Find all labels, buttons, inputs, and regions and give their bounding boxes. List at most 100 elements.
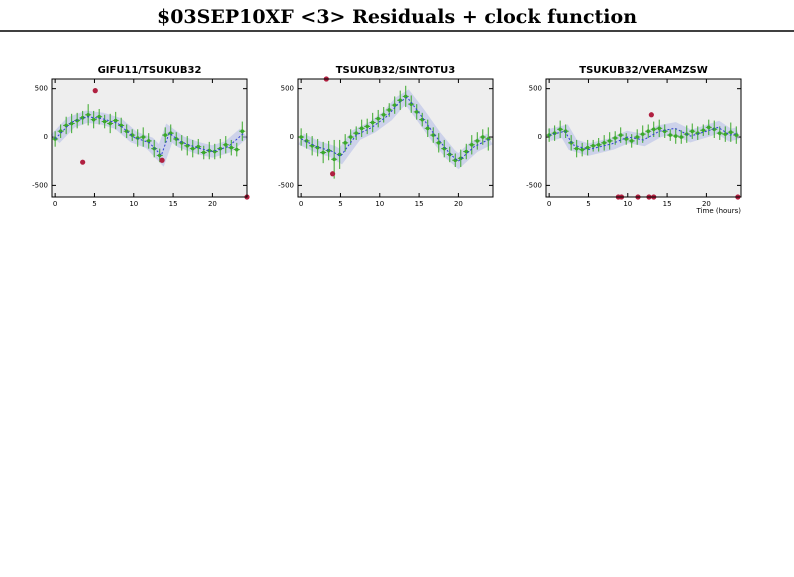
residual-point xyxy=(624,137,629,141)
residual-point xyxy=(86,112,90,117)
residual-point xyxy=(174,137,179,141)
x-tick-label: 20 xyxy=(702,200,711,208)
residual-point xyxy=(163,133,168,137)
residual-point xyxy=(348,135,353,139)
residual-point xyxy=(607,139,612,143)
residual-point xyxy=(591,143,595,148)
residual-point xyxy=(370,120,375,125)
residual-point xyxy=(414,110,419,114)
residual-point xyxy=(168,131,173,135)
outlier-point xyxy=(92,88,98,94)
residual-point xyxy=(240,129,245,134)
residual-point xyxy=(97,114,101,119)
y-tick-label: -500 xyxy=(526,181,542,189)
residual-point xyxy=(679,135,684,139)
x-tick-label: 10 xyxy=(129,200,138,208)
residual-point xyxy=(365,124,369,129)
residual-point xyxy=(613,136,617,140)
residual-point xyxy=(558,127,562,132)
x-tick-label: 10 xyxy=(623,200,632,208)
outlier-point xyxy=(648,112,654,118)
x-tick-label: 15 xyxy=(663,200,672,208)
residual-point xyxy=(130,133,135,137)
residual-point xyxy=(108,121,112,126)
residual-point xyxy=(113,118,118,123)
residual-point xyxy=(574,146,579,151)
x-tick-label: 20 xyxy=(454,200,463,208)
residual-point xyxy=(469,142,474,147)
residual-point xyxy=(651,127,656,132)
residual-point xyxy=(223,142,228,147)
residual-point xyxy=(475,139,480,143)
panel-title: TSUKUB32/SINTOTU3 xyxy=(336,65,456,76)
plot-frame xyxy=(545,78,742,198)
residual-point xyxy=(480,135,485,139)
figure-title: $03SEP10XF <3> Residuals + clock functio… xyxy=(157,6,637,28)
x-tick-label: 5 xyxy=(92,200,96,208)
residual-point xyxy=(304,139,309,143)
residual-point xyxy=(447,152,452,157)
residual-point xyxy=(585,145,590,150)
x-tick-label: 0 xyxy=(547,200,551,208)
y-tick-label: 0 xyxy=(44,133,48,141)
residual-point xyxy=(431,133,436,137)
x-tick-label: 15 xyxy=(169,200,178,208)
plot-frame xyxy=(51,78,248,198)
residual-point xyxy=(596,142,601,147)
residual-point xyxy=(102,119,107,124)
residual-point xyxy=(712,127,717,132)
y-tick-label: -500 xyxy=(278,181,294,189)
residual-point xyxy=(196,144,201,149)
residual-point xyxy=(695,131,700,135)
outlier-point xyxy=(159,157,165,163)
panel-title: TSUKUB32/VERAMZSW xyxy=(579,65,707,76)
x-tick-label: 10 xyxy=(375,200,384,208)
clock-function xyxy=(54,116,245,157)
x-tick-label: 0 xyxy=(299,200,303,208)
residual-point xyxy=(229,145,234,150)
residual-point xyxy=(657,126,662,131)
residual-point xyxy=(190,146,195,151)
outlier-point xyxy=(329,171,336,177)
residual-point xyxy=(359,126,364,131)
residual-point xyxy=(668,133,673,137)
residual-point xyxy=(436,141,441,145)
residual-point xyxy=(635,135,640,139)
residual-point xyxy=(646,129,651,134)
clock-function xyxy=(549,126,738,151)
residual-point xyxy=(701,128,706,133)
residual-point xyxy=(618,133,623,137)
residual-point xyxy=(728,130,733,134)
residual-point xyxy=(673,134,678,138)
residual-point xyxy=(299,135,303,139)
residual-point xyxy=(580,147,584,152)
residual-point xyxy=(152,146,157,151)
residual-point xyxy=(234,147,239,152)
y-tick-label: 500 xyxy=(281,85,294,93)
residual-point xyxy=(563,129,568,134)
y-tick-label: 500 xyxy=(35,85,48,93)
panel-title: GIFU11/TSUKUB32 xyxy=(98,65,202,76)
residual-point xyxy=(376,116,381,121)
plot-area xyxy=(298,79,493,197)
clock-function xyxy=(300,96,491,162)
residual-point xyxy=(706,125,711,130)
y-tick-label: -500 xyxy=(32,181,48,189)
residual-point xyxy=(690,129,695,134)
plot-frame xyxy=(297,78,494,198)
residual-point xyxy=(717,131,722,135)
residual-point xyxy=(387,108,392,112)
x-tick-label: 5 xyxy=(586,200,590,208)
x-tick-label: 20 xyxy=(208,200,217,208)
y-tick-label: 0 xyxy=(290,133,294,141)
residual-point xyxy=(332,157,336,162)
residual-point xyxy=(343,141,347,145)
residual-point xyxy=(640,132,645,136)
residual-point xyxy=(207,148,212,153)
x-tick-label: 0 xyxy=(53,200,57,208)
residual-point xyxy=(321,150,325,155)
residual-point xyxy=(723,132,728,136)
residual-point xyxy=(201,150,206,155)
